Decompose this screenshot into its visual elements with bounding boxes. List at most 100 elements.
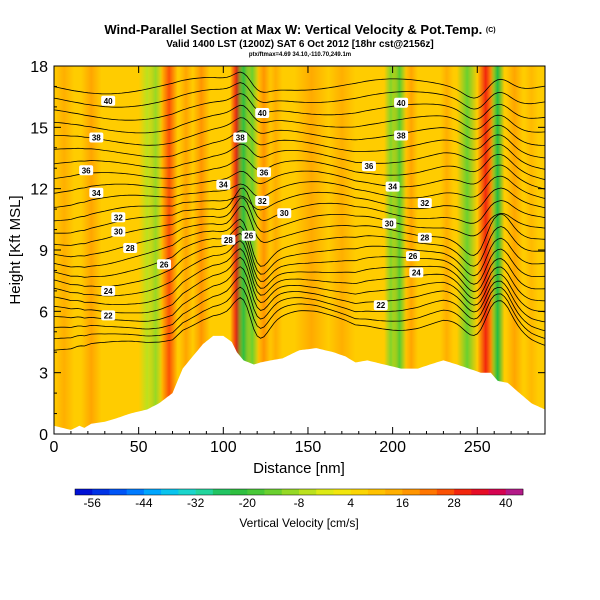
colorbar-bin	[454, 489, 472, 495]
isentrope-label-background	[241, 230, 256, 241]
isentrope-label-text: 34	[388, 183, 397, 192]
y-axis-title: Height [Kft MSL]	[7, 195, 24, 304]
colorbar-bin	[419, 489, 438, 495]
isentrope-label: 30	[111, 226, 126, 237]
isentrope-label-text: 30	[385, 219, 394, 228]
isentrope-label: 36	[256, 167, 271, 178]
isentrope-line	[54, 232, 545, 288]
isentrope-label-text: 24	[412, 268, 421, 277]
isentrope-label-text: 22	[376, 301, 385, 310]
isentrope-label-text: 32	[258, 197, 267, 206]
velocity-band	[179, 66, 193, 434]
colorbar-tick-label: -20	[239, 496, 257, 510]
x-tick-label: 200	[379, 439, 406, 456]
isentrope-label-background	[394, 97, 409, 108]
velocity-band	[392, 66, 407, 434]
isentrope-label-background	[277, 208, 292, 219]
isentrope-label-background	[382, 218, 397, 229]
colorbar-bin	[195, 489, 214, 495]
colorbar-bin	[247, 489, 265, 495]
isentrope-line	[54, 143, 545, 170]
isentrope-label: 34	[216, 179, 231, 190]
colorbar-bin	[385, 489, 403, 495]
y-tick-label: 0	[39, 427, 48, 444]
isentrope-label: 34	[385, 181, 400, 192]
isentrope-line	[54, 197, 545, 246]
colorbar-bin	[333, 489, 351, 495]
isentrope-label-text: 28	[224, 236, 233, 245]
isentrope-label: 38	[394, 130, 409, 141]
velocity-band	[81, 66, 102, 434]
x-tick-label: 150	[295, 439, 322, 456]
colorbar-bin	[299, 489, 317, 495]
isentrope-label-text: 36	[259, 168, 268, 177]
y-tick-label: 15	[30, 120, 48, 137]
isentrope-line	[54, 248, 545, 305]
isentrope-label: 28	[221, 234, 236, 245]
isentrope-label-text: 36	[364, 162, 373, 171]
velocity-band	[524, 66, 539, 434]
isentrope-line	[54, 175, 545, 208]
isentrope-label-text: 36	[82, 166, 91, 175]
isentrope-label: 24	[101, 285, 116, 296]
isentrope-label: 26	[157, 259, 172, 270]
isentrope-label-background	[221, 234, 236, 245]
colorbar-bin	[281, 489, 300, 495]
colorbar-bin	[212, 489, 231, 495]
isentrope-label-text: 28	[420, 234, 429, 243]
colorbar-tick-label: 40	[499, 496, 513, 510]
chart-title: Wind-Parallel Section at Max W: Vertical…	[104, 22, 482, 37]
velocity-band	[269, 66, 283, 434]
isentrope-label-background	[216, 179, 231, 190]
velocity-band	[456, 66, 478, 434]
chart-subsubtitle: ptx/ftmax=4.69 34.10,-110.70,249.1m	[249, 52, 351, 58]
isentrope-label-background	[405, 251, 420, 262]
colorbar-bin	[161, 489, 179, 495]
velocity-band	[54, 66, 75, 434]
copyright-mark: (C)	[486, 27, 496, 34]
colorbar-bin	[350, 489, 369, 495]
isentrope-label: 26	[405, 251, 420, 262]
x-tick-label: 100	[210, 439, 237, 456]
colorbar-bin	[471, 489, 489, 495]
isentrope-label: 30	[277, 208, 292, 219]
isentrope-line	[54, 164, 545, 194]
isentrope-label-text: 26	[160, 260, 169, 269]
isentrope-label: 22	[373, 300, 388, 311]
isentrope-line	[54, 297, 545, 351]
y-tick-label: 18	[30, 59, 48, 76]
velocity-band	[440, 66, 454, 434]
isentrope-label: 30	[382, 218, 397, 229]
isentrope-line	[54, 266, 545, 323]
isentrope-label-background	[111, 226, 126, 237]
isentrope-line	[54, 218, 545, 268]
colorbar-tick-label: -44	[135, 496, 153, 510]
colorbar-frame	[74, 488, 524, 496]
colorbar-tick-label: 4	[347, 496, 354, 510]
isentrope-label: 22	[101, 310, 116, 321]
isentrope-line	[54, 82, 545, 110]
isentrope-label: 32	[255, 195, 270, 206]
isentrope-label-text: 30	[114, 228, 123, 237]
terrain-mask	[54, 335, 545, 434]
isentrope-line	[54, 130, 545, 159]
isentrope-label-text: 22	[104, 311, 113, 320]
x-axis: 0 50 100 150 200 250	[50, 66, 529, 456]
isentrope-label: 38	[89, 132, 104, 143]
colorbar-bin	[109, 489, 127, 495]
isentrope-label: 40	[255, 108, 270, 119]
isentrope-label-background	[385, 181, 400, 192]
colorbar-tick-label: 28	[447, 496, 461, 510]
isentrope-label-background	[255, 108, 270, 119]
isentrope-label: 26	[241, 230, 256, 241]
colorbar-bin	[367, 489, 386, 495]
isentrope-label-background	[79, 165, 94, 176]
isentrope-label: 40	[101, 95, 116, 106]
colorbar-bin	[402, 489, 420, 495]
colorbar-bin	[230, 489, 248, 495]
y-tick-label: 6	[39, 304, 48, 321]
isentrope-label-background	[255, 195, 270, 206]
colorbar-bin	[178, 489, 196, 495]
